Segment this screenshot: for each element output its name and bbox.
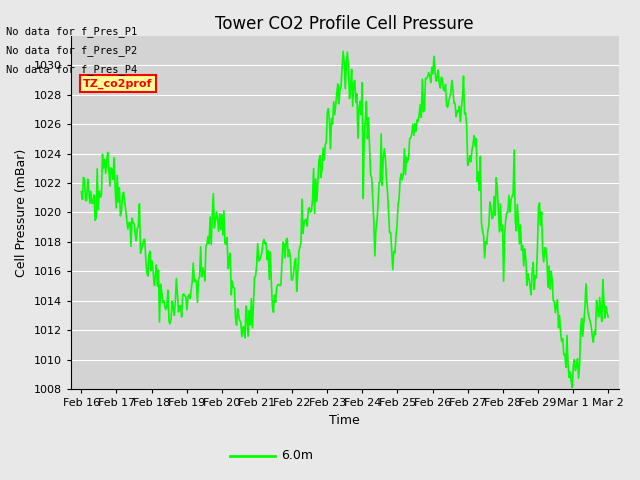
Text: No data for f_Pres_P2: No data for f_Pres_P2 [6,45,138,56]
Y-axis label: Cell Pressure (mBar): Cell Pressure (mBar) [15,148,28,276]
Text: No data for f_Pres_P1: No data for f_Pres_P1 [6,25,138,36]
Title: Tower CO2 Profile Cell Pressure: Tower CO2 Profile Cell Pressure [216,15,474,33]
X-axis label: Time: Time [330,414,360,427]
Text: No data for f_Pres_P4: No data for f_Pres_P4 [6,64,138,75]
Text: 6.0m: 6.0m [282,449,314,462]
Text: TZ_co2prof: TZ_co2prof [83,78,153,89]
